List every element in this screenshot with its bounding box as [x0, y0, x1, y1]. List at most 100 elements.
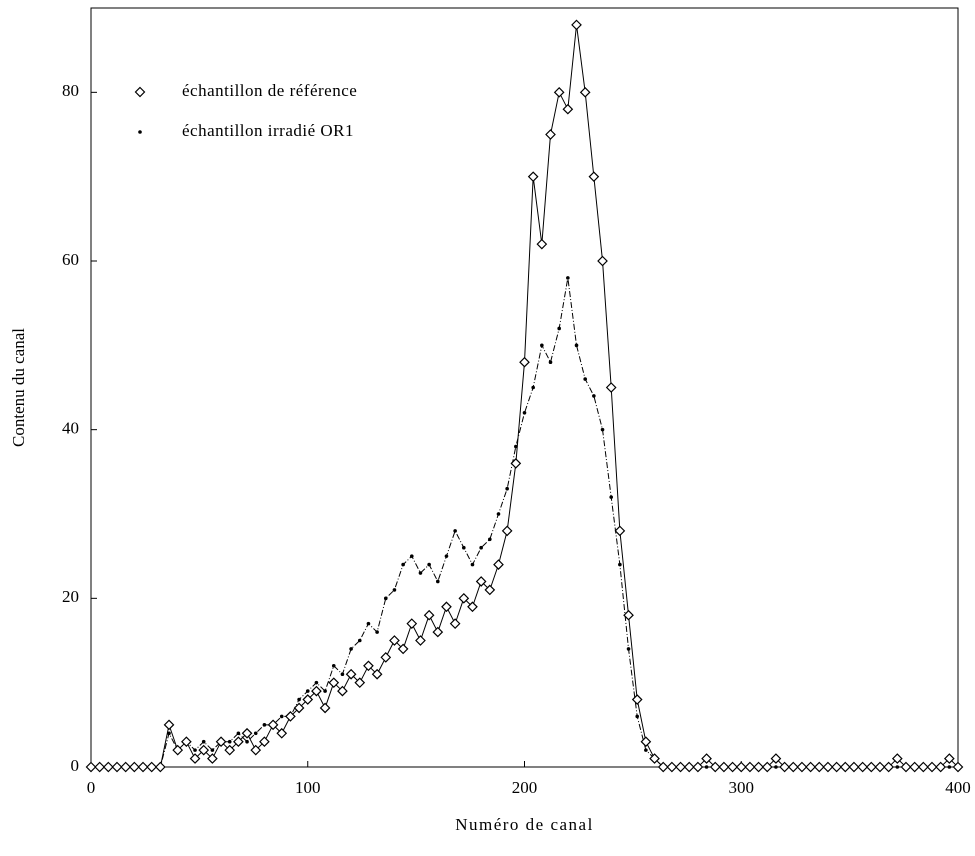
diamond-marker [735, 761, 747, 773]
dot-marker [618, 562, 622, 567]
diamond-marker [727, 761, 738, 773]
diamond-marker [909, 761, 920, 773]
dot-marker [253, 731, 258, 736]
diamond-marker [562, 103, 574, 115]
diamond-marker [328, 677, 340, 689]
dot-marker [138, 130, 142, 134]
dot-marker [531, 385, 535, 390]
diamond-marker [371, 668, 383, 680]
dot-marker [349, 647, 353, 651]
diamond-marker [744, 761, 756, 773]
diamond-marker [805, 761, 816, 773]
dot-marker [201, 739, 206, 744]
diamond-marker [683, 761, 695, 773]
diamond-marker [155, 761, 166, 773]
dot-marker [635, 714, 640, 719]
dot-marker [262, 723, 267, 727]
diamond-marker [692, 761, 704, 773]
diamond-marker [102, 761, 114, 773]
diamond-marker [449, 618, 461, 629]
diamond-marker [146, 761, 158, 773]
dot-marker [548, 360, 553, 365]
diamond-marker [302, 694, 314, 705]
y-tick-label: 40 [62, 419, 79, 438]
dot-marker [566, 276, 570, 280]
diamond-marker [571, 19, 582, 31]
dot-marker [297, 697, 301, 702]
diamond-marker [475, 576, 487, 587]
y-axis-label: Contenu du canal [9, 328, 28, 447]
diamond-marker [848, 761, 860, 773]
series [89, 276, 960, 769]
diamond-marker [94, 761, 106, 773]
diamond-marker [250, 744, 262, 756]
diamond-marker [874, 761, 886, 773]
diamond-marker [935, 761, 947, 773]
diamond-marker [770, 753, 782, 764]
dot-marker [574, 343, 579, 348]
y-tick-label: 0 [71, 756, 80, 775]
diamond-marker [701, 753, 712, 764]
diamond-marker [779, 761, 790, 773]
y-tick-label: 80 [62, 81, 79, 100]
legend-label: échantillon de référence [182, 81, 357, 100]
dot-marker [227, 739, 232, 744]
diamond-marker [501, 525, 513, 537]
dot-marker [314, 680, 319, 685]
diamond-marker [484, 584, 496, 596]
diamond-marker [597, 255, 608, 267]
dot-marker [436, 579, 440, 584]
diamond-marker [519, 356, 530, 368]
dot-marker [245, 739, 249, 744]
x-tick-label: 300 [729, 778, 755, 797]
x-tick-label: 200 [512, 778, 538, 797]
dot-marker [947, 765, 952, 769]
diamond-marker [761, 761, 773, 773]
y-tick-label: 20 [62, 587, 79, 606]
diamond-marker [467, 601, 478, 613]
dot-marker [592, 394, 596, 398]
diamond-marker [345, 668, 357, 680]
diamond-marker [536, 238, 548, 250]
diamond-marker [441, 601, 452, 613]
diamond-marker [233, 736, 244, 748]
diamond-marker [579, 86, 591, 98]
diamond-marker [293, 702, 305, 714]
dot-marker [366, 621, 371, 626]
diamond-marker [649, 753, 660, 764]
diamond-marker [493, 559, 504, 570]
diamond-marker [285, 711, 296, 722]
diamond-marker [952, 761, 964, 773]
diamond-marker [588, 171, 600, 183]
dot-marker [236, 731, 241, 736]
dot-marker [305, 689, 310, 693]
diamond-marker [926, 761, 938, 773]
dot-marker [496, 512, 501, 516]
diamond-marker [943, 753, 955, 764]
dot-marker [540, 343, 544, 348]
diamond-marker [276, 727, 288, 739]
dot-marker [427, 562, 431, 567]
dot-marker [505, 486, 509, 491]
dot-marker [609, 495, 613, 499]
dot-marker [557, 326, 561, 331]
diamond-marker [831, 761, 842, 773]
diamond-marker [623, 609, 634, 621]
dot-marker [644, 748, 648, 752]
diamond-marker [709, 761, 721, 773]
diamond-marker [657, 761, 669, 773]
diamond-marker [85, 761, 97, 773]
dot-marker [383, 596, 388, 601]
dot-marker [522, 411, 527, 415]
diamond-marker [380, 652, 392, 663]
diamond-marker [415, 635, 426, 646]
diamond-marker [198, 744, 210, 756]
dot-marker [331, 664, 336, 668]
dot-marker [323, 689, 327, 693]
diamond-marker [120, 761, 132, 773]
dot-marker [479, 545, 483, 550]
diamond-marker [432, 626, 444, 638]
dot-marker [453, 529, 457, 533]
diamond-marker [865, 761, 877, 773]
